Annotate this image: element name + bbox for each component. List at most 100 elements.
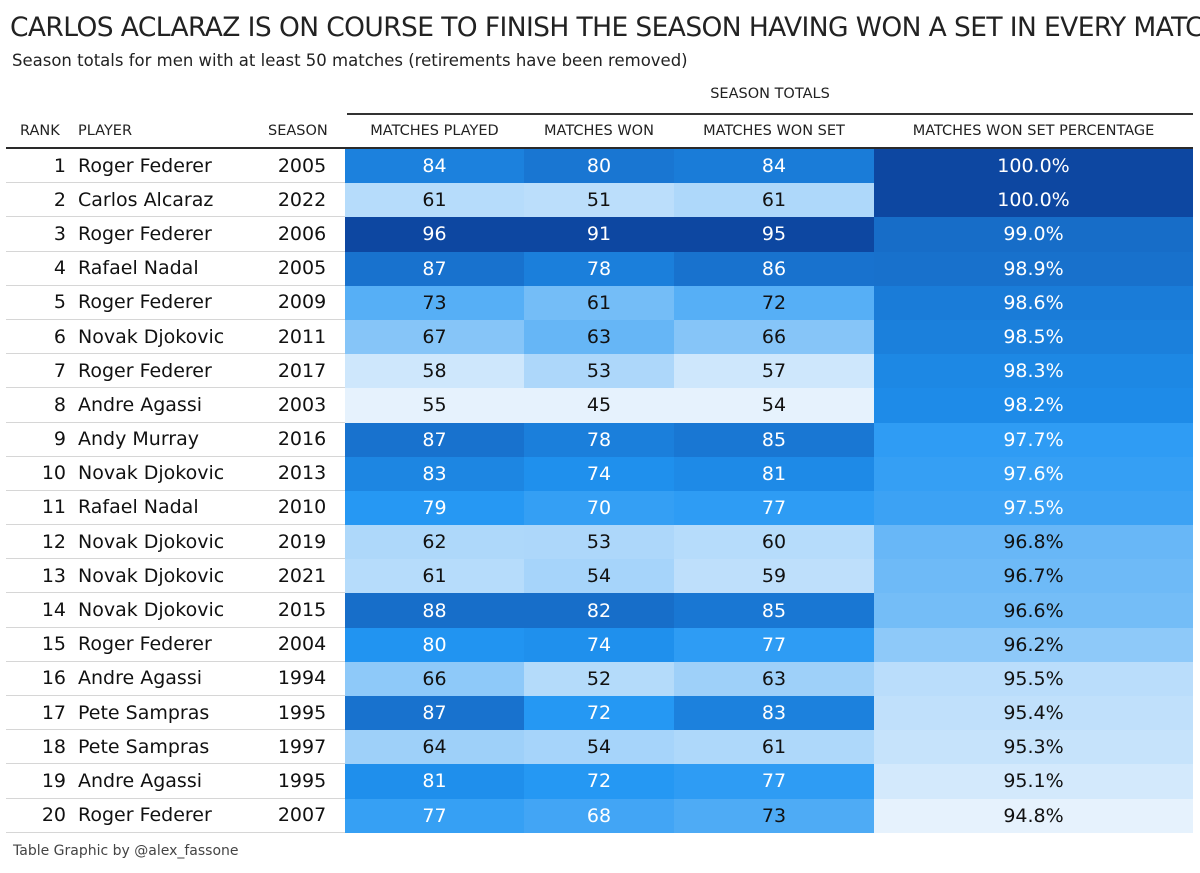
season-cell: 2006 [277, 222, 327, 245]
matches-won-cell: 45 [524, 388, 674, 423]
matches-played-cell: 61 [345, 559, 524, 594]
table-row: 14 Novak Djokovic 2015 88 82 85 96.6% [6, 593, 1193, 628]
season-cell: 2013 [277, 462, 327, 485]
rank-cell: 9 [53, 428, 66, 451]
player-cell: Novak Djokovic [78, 564, 225, 587]
table-row: 1 Roger Federer 2005 84 80 84 100.0% [6, 149, 1193, 184]
season-cell: 2003 [277, 393, 327, 416]
matches-won-set-cell: 73 [674, 798, 874, 833]
matches-won-cell: 53 [524, 354, 674, 389]
matches-won-cell: 54 [524, 730, 674, 765]
matches-played-cell: 83 [345, 456, 524, 491]
matches-played-cell: 96 [345, 217, 524, 252]
matches-won-cell: 78 [524, 422, 674, 457]
percentage-cell: 98.2% [874, 388, 1193, 423]
matches-won-set-cell: 85 [674, 422, 874, 457]
table-row: 8 Andre Agassi 2003 55 45 54 98.2% [6, 388, 1193, 423]
rank-cell: 7 [53, 359, 66, 382]
matches-played-cell: 84 [345, 149, 524, 184]
matches-won-cell: 70 [524, 490, 674, 526]
percentage-cell: 97.7% [874, 422, 1193, 457]
table-row: 7 Roger Federer 2017 58 53 57 98.3% [6, 354, 1193, 389]
matches-played-cell: 62 [345, 525, 524, 560]
matches-played-cell: 80 [345, 627, 524, 662]
matches-won-set-cell: 57 [674, 354, 874, 389]
column-header-percentage: MATCHES WON SET PERCENTAGE [912, 123, 1155, 139]
matches-played-cell: 87 [345, 422, 524, 457]
column-header-matches-won: MATCHES WON [544, 123, 654, 139]
percentage-cell: 98.6% [874, 285, 1193, 320]
matches-played-cell: 61 [345, 183, 524, 218]
column-header-matches-won-set: MATCHES WON SET [703, 123, 845, 139]
season-cell: 2022 [277, 188, 327, 211]
rank-cell: 12 [41, 530, 66, 553]
table-row: 10 Novak Djokovic 2013 83 74 81 97.6% [6, 456, 1193, 491]
percentage-cell: 95.4% [874, 696, 1193, 731]
column-header-season: SEASON [268, 123, 328, 139]
matches-won-cell: 51 [524, 183, 674, 218]
matches-played-cell: 64 [345, 730, 524, 765]
player-cell: Roger Federer [78, 633, 212, 656]
player-cell: Andre Agassi [78, 769, 203, 792]
table-row: 13 Novak Djokovic 2021 61 54 59 96.7% [6, 559, 1193, 594]
matches-won-set-cell: 81 [674, 456, 874, 491]
player-cell: Pete Sampras [78, 735, 210, 758]
rank-cell: 17 [41, 701, 66, 724]
player-cell: Carlos Alcaraz [78, 188, 214, 211]
matches-won-cell: 68 [524, 798, 674, 833]
column-header-player: PLAYER [78, 123, 133, 139]
rank-cell: 19 [41, 769, 66, 792]
player-cell: Rafael Nadal [78, 257, 199, 280]
rank-cell: 10 [41, 462, 66, 485]
season-totals-spanner: SEASON TOTALS [710, 86, 830, 102]
table-subtitle: Season totals for men with at least 50 m… [12, 51, 688, 70]
matches-won-set-cell: 61 [674, 730, 874, 765]
matches-won-cell: 82 [524, 593, 674, 628]
matches-won-set-cell: 63 [674, 661, 874, 696]
season-cell: 1997 [277, 735, 327, 758]
season-cell: 1995 [277, 701, 327, 724]
matches-won-set-cell: 60 [674, 525, 874, 560]
table-row: 6 Novak Djokovic 2011 67 63 66 98.5% [6, 319, 1193, 355]
matches-played-cell: 79 [345, 490, 524, 526]
matches-won-cell: 63 [524, 319, 674, 355]
percentage-cell: 97.5% [874, 490, 1193, 526]
percentage-cell: 95.5% [874, 661, 1193, 696]
matches-played-cell: 81 [345, 764, 524, 799]
matches-played-cell: 77 [345, 798, 524, 833]
rank-cell: 4 [53, 257, 66, 280]
season-cell: 2021 [277, 564, 327, 587]
rank-cell: 13 [41, 564, 66, 587]
player-cell: Novak Djokovic [78, 325, 225, 348]
matches-won-set-cell: 72 [674, 285, 874, 320]
matches-won-set-cell: 95 [674, 217, 874, 252]
player-cell: Roger Federer [78, 359, 212, 382]
matches-played-cell: 88 [345, 593, 524, 628]
player-cell: Andre Agassi [78, 667, 203, 690]
rank-cell: 3 [53, 222, 66, 245]
percentage-cell: 95.1% [874, 764, 1193, 799]
column-header-rank: RANK [20, 123, 60, 139]
matches-played-cell: 55 [345, 388, 524, 423]
table-row: 4 Rafael Nadal 2005 87 78 86 98.9% [6, 251, 1193, 286]
player-cell: Novak Djokovic [78, 462, 225, 485]
percentage-cell: 96.6% [874, 593, 1193, 628]
percentage-cell: 94.8% [874, 798, 1193, 833]
matches-won-set-cell: 61 [674, 183, 874, 218]
rank-cell: 8 [53, 393, 66, 416]
rank-cell: 20 [41, 804, 66, 827]
matches-won-set-cell: 77 [674, 764, 874, 799]
season-cell: 1994 [277, 667, 327, 690]
player-cell: Andy Murray [78, 428, 199, 451]
matches-won-cell: 78 [524, 251, 674, 286]
percentage-cell: 95.3% [874, 730, 1193, 765]
header-rule [6, 147, 1193, 149]
matches-won-set-cell: 77 [674, 627, 874, 662]
player-cell: Roger Federer [78, 222, 212, 245]
rank-cell: 6 [53, 325, 66, 348]
player-cell: Pete Sampras [78, 701, 210, 724]
matches-played-cell: 58 [345, 354, 524, 389]
percentage-cell: 100.0% [874, 183, 1193, 218]
column-header-matches-played: MATCHES PLAYED [370, 123, 499, 139]
table-row: 5 Roger Federer 2009 73 61 72 98.6% [6, 285, 1193, 320]
